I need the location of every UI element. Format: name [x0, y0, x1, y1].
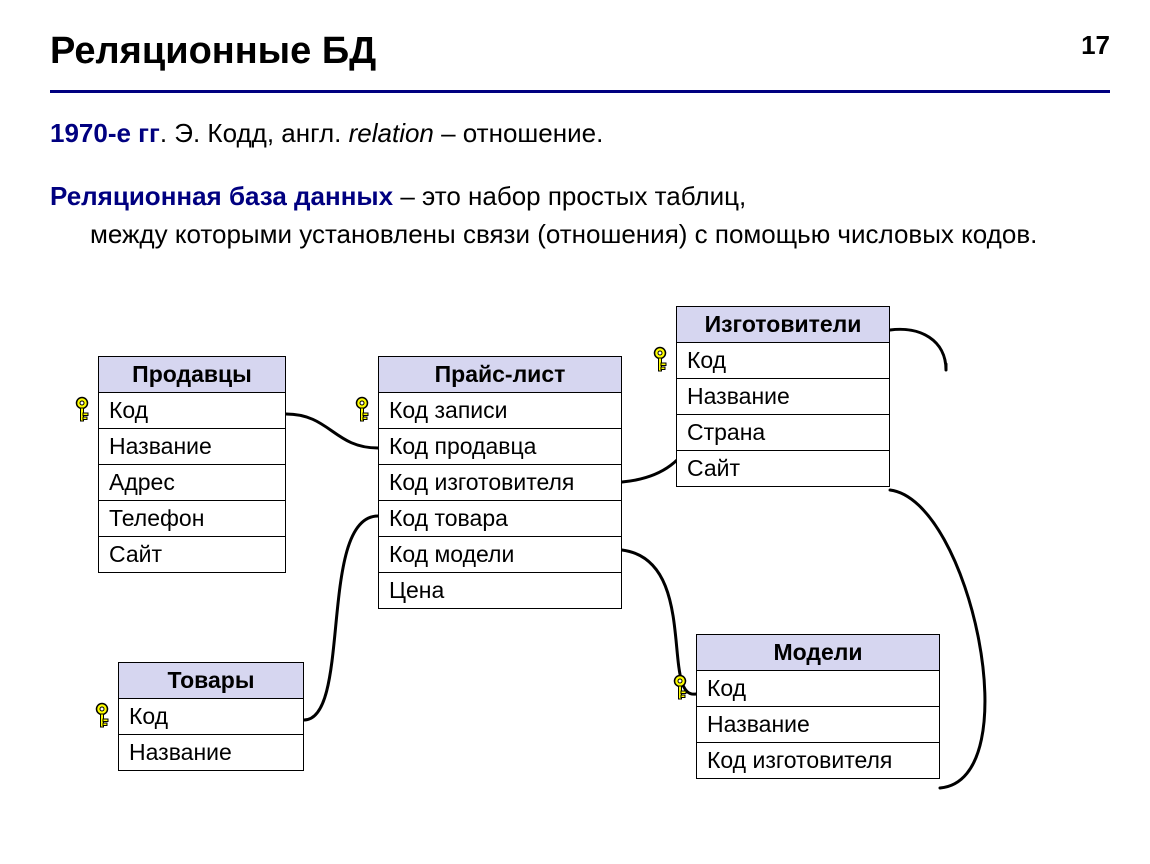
table-field: Название: [697, 707, 939, 743]
table-field: Адрес: [99, 465, 285, 501]
p1-lead: 1970-е гг: [50, 118, 160, 148]
p1-dot: .: [160, 118, 167, 148]
table-field: Код записи: [379, 393, 621, 429]
table-field: Код: [677, 343, 889, 379]
table-makers: ИзготовителиКодНазваниеСтранаСайт: [676, 306, 890, 487]
table-field: Код продавца: [379, 429, 621, 465]
table-field: Название: [99, 429, 285, 465]
table-models: МоделиКодНазваниеКод изготовителя: [696, 634, 940, 779]
relationship-edge: [622, 550, 696, 694]
key-icon: [72, 396, 92, 424]
table-header: Товары: [119, 663, 303, 699]
table-header: Прайс-лист: [379, 357, 621, 393]
key-icon: [670, 674, 690, 702]
paragraph-2: Реляционная база данных – это набор прос…: [50, 178, 1110, 253]
page-number: 17: [1081, 30, 1110, 61]
table-field: Код товара: [379, 501, 621, 537]
table-field: Название: [677, 379, 889, 415]
slide-title: Реляционные БД: [50, 30, 376, 73]
table-field: Цена: [379, 573, 621, 608]
table-field: Код изготовителя: [379, 465, 621, 501]
table-pricelist: Прайс-листКод записиКод продавцаКод изго…: [378, 356, 622, 609]
p2-r2: между которыми установлены связи (отноше…: [50, 216, 1110, 254]
key-icon: [92, 702, 112, 730]
key-icon: [352, 396, 372, 424]
table-sellers: ПродавцыКодНазваниеАдресТелефонСайт: [98, 356, 286, 573]
table-field: Код: [99, 393, 285, 429]
paragraph-1: 1970-е гг. Э. Кодд, англ. relation – отн…: [50, 118, 1110, 149]
table-header: Продавцы: [99, 357, 285, 393]
table-field: Телефон: [99, 501, 285, 537]
table-goods: ТоварыКодНазвание: [118, 662, 304, 771]
p1-r1: Э. Кодд, англ.: [167, 118, 349, 148]
table-field: Код изготовителя: [697, 743, 939, 778]
title-underline: [50, 90, 1110, 93]
p1-r2: – отношение.: [434, 118, 603, 148]
table-field: Страна: [677, 415, 889, 451]
relationship-edge: [304, 516, 378, 720]
p2-r1: – это набор простых таблиц,: [393, 181, 746, 211]
table-field: Код модели: [379, 537, 621, 573]
p1-italic: relation: [349, 118, 434, 148]
table-header: Изготовители: [677, 307, 889, 343]
table-field: Сайт: [677, 451, 889, 486]
title-row: Реляционные БД 17: [50, 30, 1110, 73]
table-field: Название: [119, 735, 303, 770]
slide: Реляционные БД 17 1970-е гг. Э. Кодд, ан…: [0, 0, 1150, 864]
table-header: Модели: [697, 635, 939, 671]
table-field: Код: [119, 699, 303, 735]
table-field: Код: [697, 671, 939, 707]
key-icon: [650, 346, 670, 374]
table-field: Сайт: [99, 537, 285, 572]
p2-lead: Реляционная база данных: [50, 181, 393, 211]
